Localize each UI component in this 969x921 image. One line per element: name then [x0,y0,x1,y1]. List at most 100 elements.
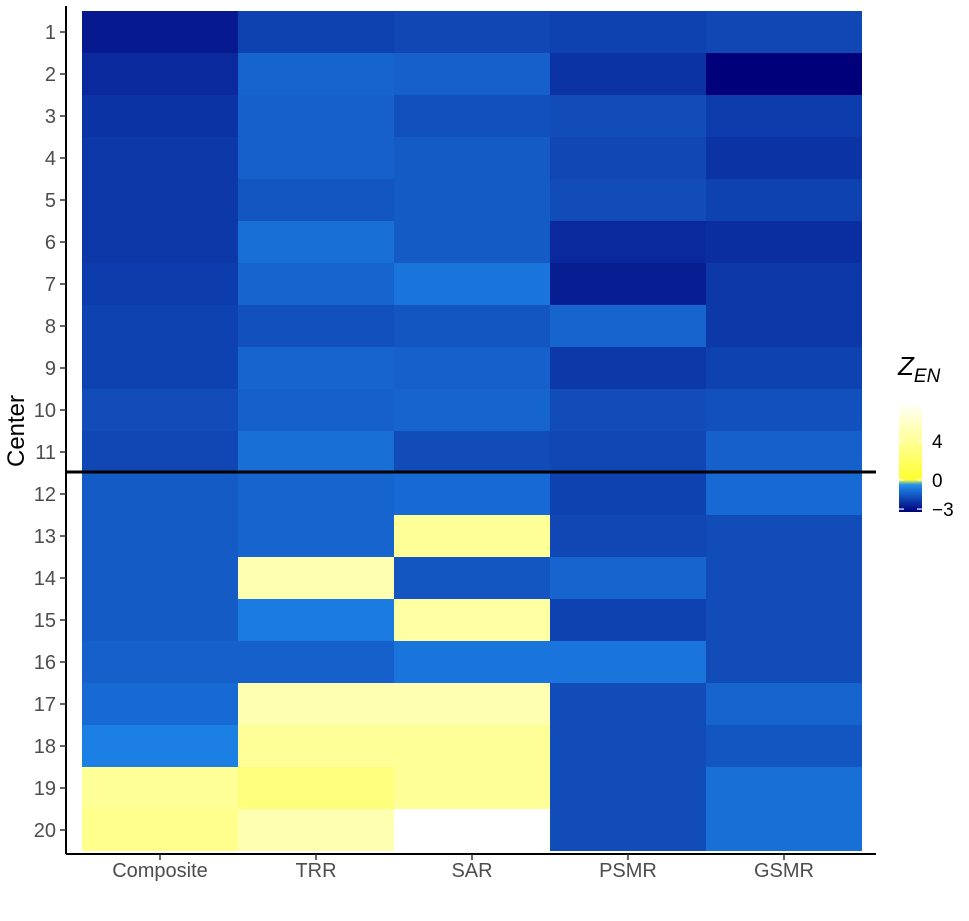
heatmap-cell [706,347,862,389]
x-tick-label: GSMR [754,860,814,882]
heatmap-cell [394,221,550,263]
heatmap-cell [706,221,862,263]
heatmap-cell [82,53,238,95]
y-tick-label: 18 [34,736,56,758]
heatmap-cell [82,683,238,725]
heatmap-cell [82,431,238,473]
heatmap-cell [706,431,862,473]
legend-title-main: Z [897,351,915,381]
heatmap-cell [706,179,862,221]
heatmap-cell [706,557,862,599]
heatmap-cell [550,179,706,221]
heatmap-cell [550,347,706,389]
y-tick-label: 7 [45,274,56,296]
heatmap-cell [82,725,238,767]
heatmap-cell [394,53,550,95]
heatmap-cell [82,305,238,347]
heatmap-cell [550,221,706,263]
heatmap-cell [706,809,862,851]
heatmap-cell [82,767,238,809]
heatmap-cell [706,389,862,431]
heatmap-cell [82,95,238,137]
heatmap-cell [238,515,394,557]
y-tick-label: 5 [45,190,56,212]
heatmap-cell [82,263,238,305]
heatmap-cell [550,725,706,767]
axes [65,6,876,855]
heatmap-cell [706,53,862,95]
heatmap-cell [238,725,394,767]
y-tick-label: 4 [45,148,56,170]
heatmap-cell [82,515,238,557]
heatmap-cell [550,557,706,599]
heatmap-cell [394,431,550,473]
heatmap-cell [550,95,706,137]
legend-tick-label: 4 [932,432,943,453]
legend-tick-label: 0 [932,471,943,492]
heatmap-cell [82,179,238,221]
heatmap-cell [706,515,862,557]
heatmap-cell [82,11,238,53]
heatmap-cell [394,473,550,515]
heatmap-cell [394,305,550,347]
heatmap-cell [706,599,862,641]
heatmap-cell [706,683,862,725]
y-tick-label: 12 [34,484,56,506]
heatmap-cell [394,515,550,557]
heatmap-cell [238,305,394,347]
heatmap-cell [550,599,706,641]
legend-title: ZEN [897,351,941,387]
heatmap-cell [82,809,238,851]
heatmap-cell [706,473,862,515]
color-legend: 4 0 −3 ZEN [897,351,954,521]
heatmap-cell [238,641,394,683]
heatmap-cell [394,11,550,53]
heatmap-cell [82,221,238,263]
heatmap-cell [238,263,394,305]
y-tick-label: 2 [45,64,56,86]
heatmap-cell [706,305,862,347]
heatmap-cell [550,683,706,725]
heatmap-cell [706,95,862,137]
heatmap-cell [238,557,394,599]
heatmap-cell [82,557,238,599]
heatmap-cell [550,11,706,53]
heatmap-cell [550,515,706,557]
heatmap-cell [238,221,394,263]
heatmap-cell [238,95,394,137]
y-axis-title: Center [3,395,30,467]
legend-tick-label: −3 [932,500,954,521]
heatmap-cell [238,389,394,431]
heatmap-cell [706,725,862,767]
y-tick-label: 8 [45,316,56,338]
heatmap-cell [706,11,862,53]
heatmap-cell [238,179,394,221]
heatmap-cell [238,809,394,851]
heatmap-cell [394,95,550,137]
y-tick-label: 15 [34,610,56,632]
heatmap-cell [550,641,706,683]
heatmap-cell [550,473,706,515]
heatmap-cell [550,431,706,473]
heatmap-cell [550,305,706,347]
heatmap-cell [706,767,862,809]
heatmap-cell [394,599,550,641]
y-tick-label: 14 [34,568,56,590]
heatmap-cell [82,473,238,515]
heatmap-cell [394,725,550,767]
y-tick-label: 17 [34,694,56,716]
heatmap-cell [238,431,394,473]
x-tick-label: Composite [112,860,208,882]
heatmap-cell [550,53,706,95]
heatmap-cell [394,641,550,683]
tick-labels: 1234567891011121314151617181920Composite… [3,22,814,882]
heatmap-cell [394,389,550,431]
heatmap-cell [238,11,394,53]
legend-colorbar [899,402,922,512]
y-tick-label: 16 [34,652,56,674]
heatmap-cell [394,767,550,809]
heatmap-cell [706,137,862,179]
y-tick-label: 1 [45,22,56,44]
